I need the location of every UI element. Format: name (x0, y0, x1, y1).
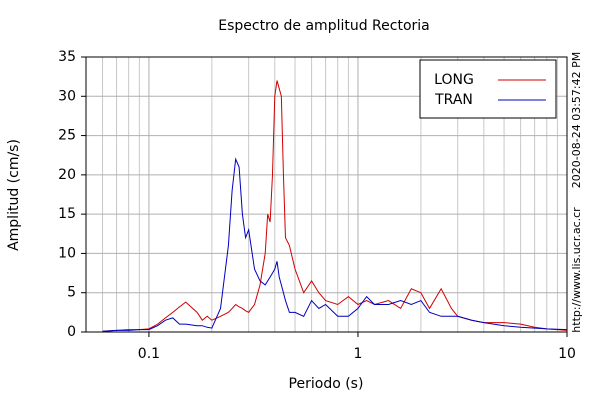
x-tick-label: 1 (354, 346, 363, 362)
y-tick-label: 25 (58, 128, 76, 144)
timestamp: 2020-08-24 03:57:42 PM (570, 52, 583, 188)
y-tick-label: 20 (58, 167, 76, 183)
y-tick-label: 35 (58, 49, 76, 65)
line-series (102, 157, 568, 332)
x-axis-label: Periodo (s) (289, 376, 364, 392)
legend-label: LONG (434, 72, 474, 88)
x-tick-label: 0.1 (138, 346, 160, 362)
chart-title: Espectro de amplitud Rectoria (218, 18, 430, 34)
url: http://www.lis.ucr.ac.cr (570, 207, 583, 333)
x-tick-label: 10 (558, 346, 576, 362)
legend-box (419, 59, 557, 119)
y-tick-label: 10 (58, 245, 76, 261)
y-tick-label: 5 (67, 285, 76, 301)
line-series (102, 80, 568, 332)
y-axis-label: Amplitud (cm/s) (6, 139, 22, 251)
y-tick-label: 30 (58, 88, 76, 104)
y-tick-label: 0 (67, 324, 76, 340)
y-tick-label: 15 (58, 206, 76, 222)
legend-label: TRAN (434, 92, 473, 108)
plot-frame (85, 56, 568, 333)
